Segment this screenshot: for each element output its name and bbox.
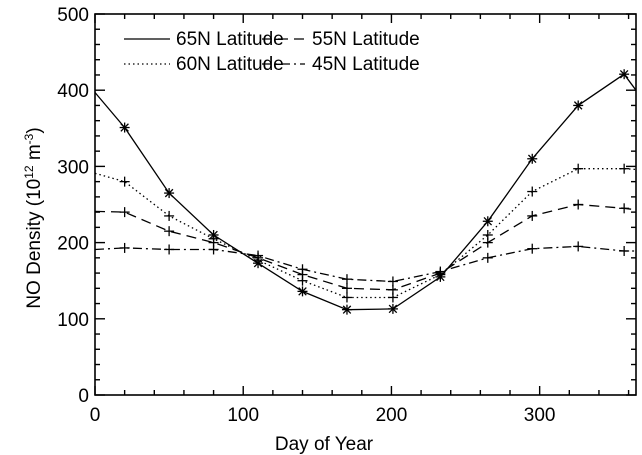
y-tick-label: 0 [78,386,89,407]
marker-d2 [164,188,174,198]
legend-label: 60N Latitude [176,54,284,75]
data-point [164,226,175,237]
y-tick-label: 400 [57,81,89,102]
data-point [341,283,352,294]
y-axis-title-unit: m [24,144,45,165]
data-point [619,163,630,174]
data-point [208,244,219,255]
y-axis-title-unit-exponent: -3 [22,133,36,144]
y-axis-title-close: ) [24,127,45,133]
data-point [619,245,630,256]
data-point [527,186,538,197]
data-point [387,284,398,295]
data-point [253,250,264,261]
data-point [573,241,584,252]
marker-d2 [298,287,307,296]
marker-d2 [527,154,537,164]
data-point [573,199,584,210]
data-point [482,237,493,248]
x-tick-label: 300 [524,405,556,426]
legend-entry: 65N Latitude [124,29,284,50]
data-point [387,303,398,314]
data-point [527,243,538,254]
plot-frame [94,13,637,396]
data-point [435,266,446,277]
data-point [119,242,130,253]
y-tick-label: 200 [57,234,89,255]
data-point [619,203,630,214]
data-point [482,252,493,263]
series-1 [94,69,637,315]
data-point [119,122,130,133]
legend-label: 55N Latitude [312,29,420,50]
data-point [573,100,584,111]
data-point [297,264,308,275]
y-axis-title-exponent: 12 [22,165,36,179]
series-3 [94,199,637,295]
data-point [119,207,130,218]
series-line [94,203,637,291]
plot-axes: 0 100 200 300 0 100 200 300 400 500 [57,5,637,426]
y-tick-label: 500 [57,5,89,26]
x-tick-label: 0 [90,405,101,426]
marker-d2 [619,69,629,79]
marker-d2 [342,305,352,314]
data-point [573,163,584,174]
data-point [341,292,352,303]
marker-d2 [120,123,129,132]
data-point [164,210,175,221]
data-point [164,244,175,255]
data-point [119,176,130,187]
series-line [94,245,636,283]
data-point [164,188,175,199]
series-line [94,73,637,311]
marker-d2 [573,101,583,110]
data-point [527,210,538,221]
marker-d2 [483,217,493,226]
data-point [619,69,630,80]
data-point [527,153,538,164]
x-axis-title: Day of Year [275,434,374,455]
y-axis-title: NO Density (1012 m-3) [22,127,45,308]
y-tick-label: 300 [57,157,89,178]
data-point [341,274,352,285]
data-point [387,276,398,287]
series-4 [94,241,636,287]
legend-entry: 60N Latitude [124,54,284,75]
series-layer [94,69,637,315]
legend-label: 65N Latitude [176,29,284,50]
legend-entry: 45N Latitude [262,54,420,75]
y-tick-label: 100 [57,310,89,331]
data-point [341,304,352,315]
marker-d2 [388,304,398,314]
series-line [94,168,637,299]
x-tick-label: 200 [376,405,408,426]
legend-label: 45N Latitude [312,54,420,75]
y-axis-title-main: NO Density (10 [24,179,45,309]
data-point [297,286,308,297]
data-point [482,216,493,227]
x-tick-label: 100 [227,405,259,426]
legend: 65N Latitude 60N Latitude 55N Latitude 45N … [124,29,420,75]
legend-entry: 55N Latitude [262,29,420,50]
